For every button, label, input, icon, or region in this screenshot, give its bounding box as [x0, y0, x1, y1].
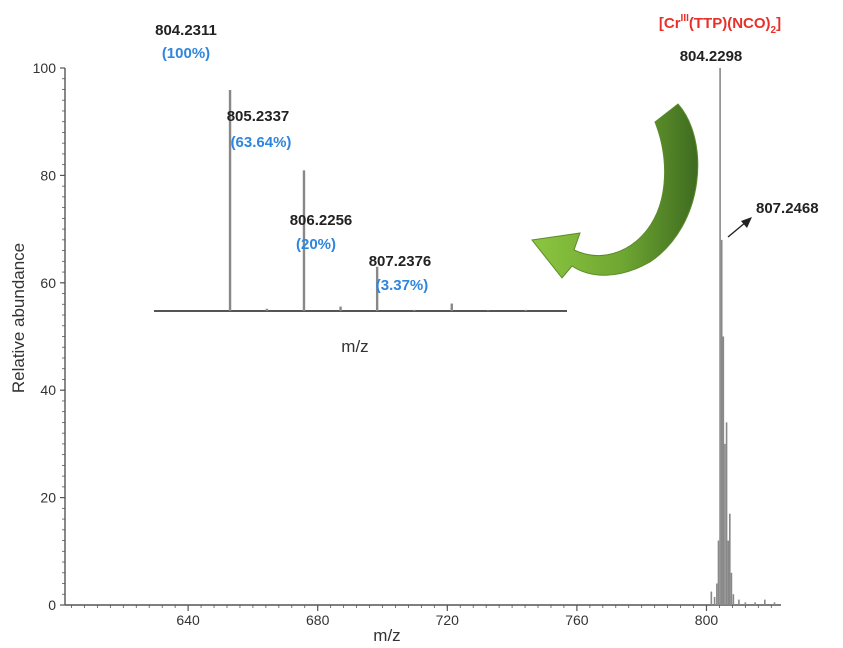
compound-label: [CrIII(TTP)(NCO)2] [659, 13, 781, 36]
y-tick-label: 0 [48, 597, 56, 613]
inset-x-axis-title: m/z [341, 337, 368, 356]
inset-peak-mass-1: 804.2311 [155, 22, 217, 39]
compound-label-superscript: III [681, 13, 690, 24]
compound-label-middle: (TTP)(NCO) [689, 15, 771, 32]
compound-label-subscript: 2 [771, 25, 777, 36]
y-tick-label: 60 [40, 275, 56, 291]
main-y-axis-title: Relative abundance [9, 243, 28, 393]
zoom-arrow-icon [531, 103, 699, 279]
x-tick-marks [187, 605, 708, 611]
x-tick-label: 760 [565, 612, 589, 628]
inset-peak-mass-4: 807.2376 [369, 253, 432, 270]
x-tick-label: 800 [695, 612, 719, 628]
compound-label-end: ] [776, 15, 781, 32]
main-peak-label-second: 807.2468 [756, 200, 819, 217]
y-tick-label: 80 [40, 167, 56, 183]
y-tick-label: 20 [40, 490, 56, 506]
inset-peak-percent-4: (3.37%) [376, 277, 429, 294]
inset-peak-percent-1: (100%) [162, 45, 210, 62]
x-tick-label: 640 [176, 612, 200, 628]
inset-peak-mass-2: 805.2337 [227, 108, 290, 125]
main-axes [60, 67, 781, 611]
inset-spectrum-bars [228, 90, 527, 311]
main-peak-label-base: 804.2298 [680, 48, 743, 65]
main-x-axis-title: m/z [373, 626, 400, 645]
compound-label-base: [Cr [659, 15, 681, 32]
peak-pointer-arrow [727, 217, 752, 238]
y-tick-label: 40 [40, 382, 56, 398]
inset-peak-mass-3: 806.2256 [290, 212, 353, 229]
y-tick-label: 100 [33, 60, 57, 76]
x-tick-label: 680 [306, 612, 330, 628]
x-tick-label: 720 [436, 612, 460, 628]
y-tick-marks [60, 67, 65, 606]
inset-peak-percent-2: (63.64%) [231, 134, 292, 151]
main-spectrum-bars [710, 68, 776, 605]
inset-peak-percent-3: (20%) [296, 236, 336, 253]
main-tick-labels: 0 20 40 60 80 100 640 680 720 760 800 [33, 60, 719, 628]
inset-chart: m/z 804.2311 (100%) 805.2337 (63.64%) 80… [154, 22, 567, 356]
